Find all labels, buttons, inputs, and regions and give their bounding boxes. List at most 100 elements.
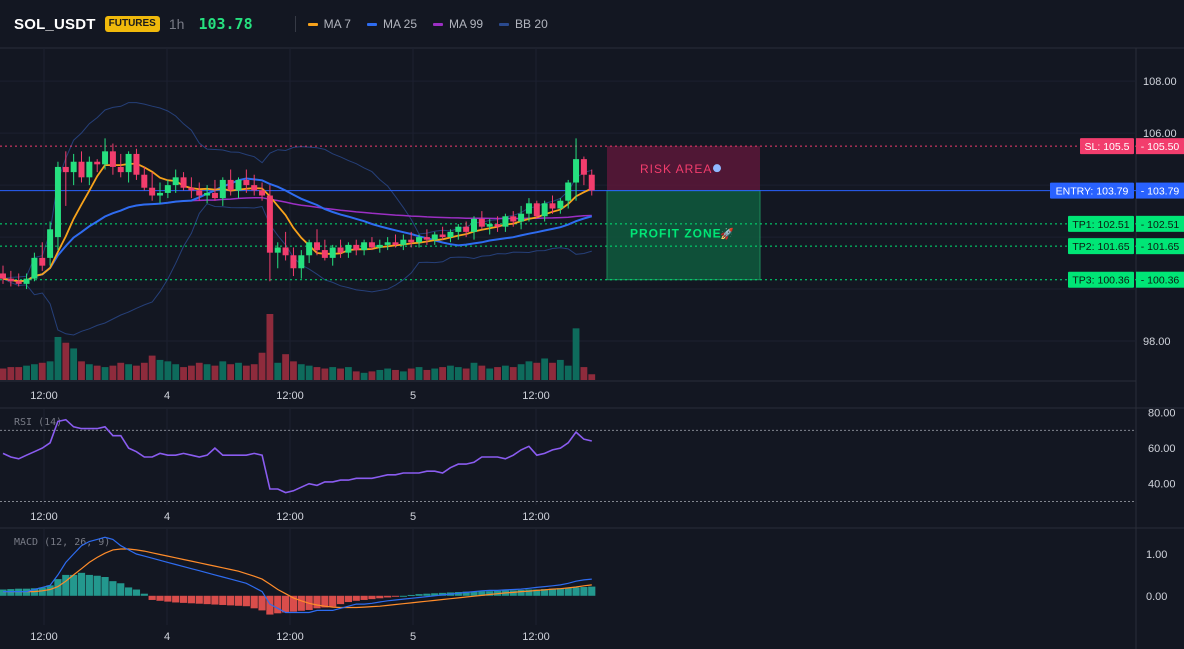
candle-body [251, 185, 258, 191]
macd-histogram-bar [344, 595, 352, 603]
macd-histogram-bar [486, 591, 494, 596]
volume-bar [556, 359, 564, 380]
candle-body [471, 218, 477, 232]
macd-histogram-bar [172, 595, 180, 603]
volume-bar [305, 365, 313, 380]
volume-bar [580, 367, 588, 380]
macd-histogram-bar [548, 588, 557, 596]
candle-body [439, 234, 446, 238]
volume-bar [337, 368, 344, 380]
macd-histogram-bar [313, 595, 321, 609]
volume-bar [345, 367, 352, 380]
volume-bar [470, 362, 478, 380]
macd-histogram-bar [517, 589, 525, 596]
candle-body [557, 200, 564, 209]
tp1-value-label: - 102.51 [1141, 219, 1180, 231]
volume-bar [266, 314, 274, 380]
symbol-name[interactable]: SOL_USDT [14, 15, 96, 33]
candle-body [541, 203, 548, 217]
interval-label[interactable]: 1h [168, 16, 185, 32]
volume-bar [399, 371, 407, 380]
volume-bar [392, 369, 399, 380]
candle-body [0, 273, 6, 279]
volume-bar [172, 364, 180, 380]
candle-body [361, 242, 368, 251]
candle-body [164, 185, 171, 193]
legend-item-ma25[interactable]: MA 25 [366, 17, 417, 31]
macd-histogram-bar [321, 595, 329, 608]
candle-body [94, 161, 101, 165]
time-axis[interactable]: 12:00 4 12:00 5 12:00 12:00 4 12:00 5 12:00 12:00 4… [30, 390, 550, 643]
candle-body [573, 159, 580, 183]
volume-bar [109, 365, 117, 380]
macd-histogram-bar [266, 595, 274, 615]
volume-bar [54, 336, 62, 380]
candle-body [282, 247, 289, 256]
macd-histogram-bar [46, 585, 54, 596]
macd-histogram-bar [15, 588, 23, 596]
candle-body [7, 278, 14, 282]
grid-lines [0, 47, 1184, 649]
macd-signal-line [3, 548, 592, 609]
macd-histogram-bar [132, 589, 141, 596]
macd-histogram-bar [85, 574, 93, 596]
legend-item-bb20[interactable]: BB 20 [499, 17, 548, 31]
candle-body [431, 234, 438, 240]
candle-body [117, 166, 124, 173]
macd-histogram-bar [399, 595, 407, 597]
macd-histogram-bar [368, 595, 376, 600]
volume-bar [329, 367, 337, 380]
entry-tag-label: ENTRY: 103.79 [1056, 186, 1129, 198]
rsi-time-tick: 12:00 [522, 511, 550, 523]
macd-histogram-bar [282, 595, 290, 613]
candle-body [408, 239, 415, 243]
rocket-icon: 🚀 [720, 228, 734, 241]
candle-body [533, 203, 540, 217]
macd-histogram-bar [384, 595, 392, 598]
price-axis[interactable]: 108.00 106.00 98.00 [1143, 76, 1177, 348]
volume-bar [117, 362, 125, 380]
candle-body [298, 255, 305, 269]
macd-histogram-bar [242, 595, 250, 607]
volume-bar [439, 367, 446, 380]
macd-histogram-bar [140, 593, 148, 596]
candle-body [102, 151, 109, 165]
legend-label: BB 20 [515, 17, 548, 31]
candle-body [455, 226, 462, 232]
macd-histogram-bar [289, 595, 298, 612]
macd-histogram-bar [203, 595, 211, 605]
candle-body [180, 177, 187, 188]
macd-histogram-bar [360, 595, 368, 600]
macd-histogram-bar [572, 587, 580, 596]
price-tick: 106.00 [1143, 128, 1177, 140]
volume-bar [227, 364, 235, 380]
ma7-swatch [307, 22, 318, 26]
tp1-tag-box [1068, 215, 1134, 232]
volume-bar [125, 364, 132, 380]
legend-item-ma99[interactable]: MA 99 [433, 17, 483, 31]
macd-histogram-bar [564, 587, 572, 596]
macd-histogram-bar [525, 589, 533, 596]
entry-value-box [1136, 182, 1184, 199]
candle-body [549, 203, 556, 209]
legend-item-ma7[interactable]: MA 7 [307, 17, 351, 31]
candle-body [314, 242, 320, 251]
macd-histogram-bar [258, 595, 266, 611]
time-tick: 12:00 [522, 390, 550, 402]
volume-bar [572, 328, 580, 380]
tp2-tag-label: TP2: 101.65 [1072, 241, 1129, 253]
ma99-swatch [433, 22, 444, 26]
volume-bar [478, 365, 486, 380]
candle-body [486, 224, 493, 227]
volume-bar [46, 361, 54, 380]
volume-bar [541, 358, 549, 380]
candle-body [204, 192, 211, 196]
volume-bar [525, 361, 533, 380]
volume-bar [360, 372, 368, 380]
macd-histogram-bar [454, 592, 462, 596]
macd-histogram-bar [101, 577, 109, 596]
macd-histogram-bar [164, 595, 172, 602]
price-tick: 98.00 [1143, 336, 1171, 348]
macd-histogram-bar [533, 589, 541, 596]
